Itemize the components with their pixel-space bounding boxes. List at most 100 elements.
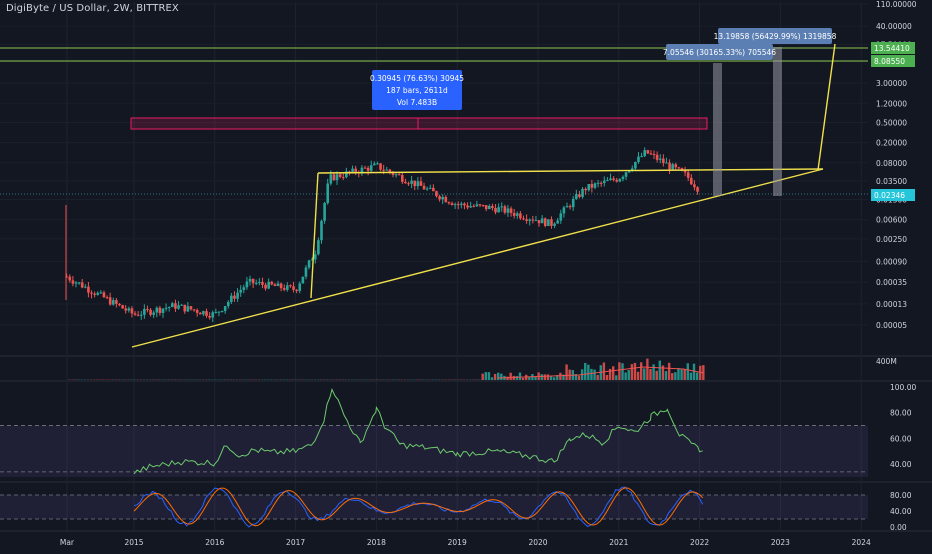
candle-body (323, 203, 326, 221)
candle-body (224, 306, 227, 311)
candle-body (72, 280, 75, 283)
volume-bar (587, 365, 589, 380)
volume-bar (637, 372, 639, 380)
trendline-projection (818, 44, 835, 170)
candle-body (106, 297, 109, 298)
candle-body (606, 180, 609, 181)
measure-bar-1 (713, 63, 722, 196)
candle-body (488, 206, 491, 209)
volume-bar (541, 374, 543, 380)
candle-body (597, 183, 600, 184)
stoch-band (0, 495, 868, 519)
candle-body (305, 268, 308, 277)
candle-body (298, 283, 301, 290)
candle-body (252, 279, 255, 283)
candle-body (482, 205, 485, 206)
candle-body (243, 287, 246, 290)
candle-body (451, 203, 454, 205)
candle-body (146, 309, 149, 310)
candle-body (650, 153, 653, 154)
candle-body (289, 285, 292, 286)
volume-bar (516, 376, 518, 380)
trendline-leg (311, 173, 318, 298)
candle-body (432, 188, 435, 191)
candle-body (249, 279, 252, 282)
candle-body (96, 293, 99, 295)
candle-body (326, 184, 329, 203)
volume-bar (491, 377, 493, 380)
candle-body (121, 305, 124, 308)
candle-body (662, 159, 665, 163)
candle-body (351, 169, 354, 172)
candle-body (78, 282, 81, 283)
volume-bar (665, 371, 667, 380)
candle-body (466, 205, 469, 207)
candle-body (81, 282, 84, 287)
candle-body (553, 224, 556, 226)
candle-body (87, 287, 90, 293)
candle-body (491, 206, 494, 208)
candle-body (336, 174, 339, 180)
candle-body (208, 316, 211, 318)
volume-bar (547, 374, 549, 380)
candle-body (674, 164, 677, 167)
candle-body (227, 302, 230, 306)
volume-bar (559, 373, 561, 380)
candle-body (246, 282, 249, 288)
candle-body (367, 168, 370, 171)
volume-bar (628, 370, 630, 380)
candle-body (438, 196, 441, 199)
candle-body (479, 204, 482, 205)
volume-bar (488, 372, 490, 380)
candle-body (379, 163, 382, 169)
candle-body (566, 206, 569, 207)
candle-body (109, 297, 112, 304)
candle-body (205, 311, 208, 316)
price-tick-label: 0.00090 (876, 257, 907, 266)
candle-body (134, 313, 137, 314)
time-tick-label: 2015 (124, 538, 143, 547)
time-tick-label: 2019 (448, 538, 467, 547)
candle-body (385, 170, 388, 171)
candle-body (504, 206, 507, 212)
candle-body (603, 181, 606, 183)
volume-bar (696, 373, 698, 380)
volume-bar (528, 377, 530, 380)
candle-body (277, 283, 280, 286)
volume-bars (68, 359, 704, 380)
candle-body (448, 202, 451, 203)
price-tick-label: 0.50000 (876, 119, 907, 128)
candle-body (544, 218, 547, 226)
candle-body (149, 310, 152, 315)
candle-body (140, 315, 143, 316)
measure-label-blue-line: 187 bars, 2611d (386, 86, 448, 95)
volume-bar (578, 376, 580, 380)
volume-bar (494, 374, 496, 380)
candle-body (364, 168, 367, 169)
candle-body (581, 189, 584, 197)
candle-body (330, 174, 333, 183)
candle-body (600, 183, 603, 184)
candle-body (594, 183, 597, 187)
candle-body (550, 219, 553, 226)
trendline-resistance (318, 169, 823, 173)
volume-bar (513, 376, 515, 380)
candle-body (528, 220, 531, 221)
candle-body (420, 181, 423, 186)
price-tick-label: 1.20000 (876, 99, 907, 108)
stoch-tick-label: 80.00 (890, 491, 912, 500)
candle-body (668, 163, 671, 170)
volume-bar (683, 370, 685, 380)
candle-body (168, 307, 171, 308)
candle-body (591, 184, 594, 188)
volume-bar (677, 368, 679, 380)
candle-body (634, 162, 637, 168)
candle-body (547, 219, 550, 226)
time-tick-label: 2021 (609, 538, 628, 547)
candle-body (410, 181, 413, 184)
candle-body (441, 197, 444, 199)
candle-body (510, 208, 513, 212)
volume-tick-label: 400M (876, 357, 897, 366)
price-tick-label: 3.00000 (876, 79, 907, 88)
